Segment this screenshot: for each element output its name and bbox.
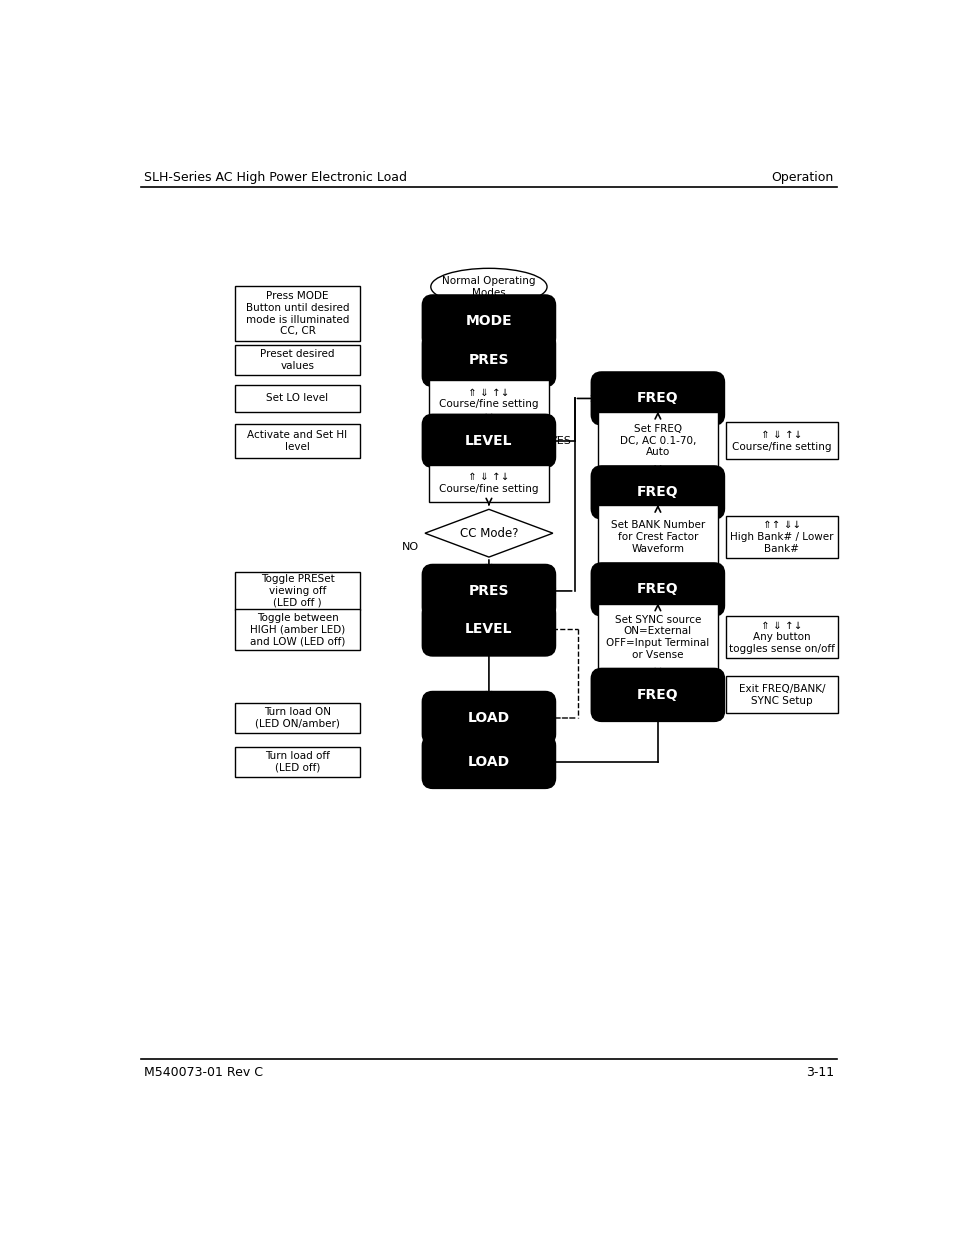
Text: Set FREQ
DC, AC 0.1-70,
Auto: Set FREQ DC, AC 0.1-70, Auto — [619, 424, 696, 457]
Text: FREQ: FREQ — [637, 688, 678, 701]
Ellipse shape — [431, 268, 546, 305]
FancyBboxPatch shape — [429, 380, 548, 417]
Text: 3-11: 3-11 — [805, 1066, 833, 1078]
Text: PRES: PRES — [468, 353, 509, 367]
Text: ⇑ ⇓ ↑↓
Course/fine setting: ⇑ ⇓ ↑↓ Course/fine setting — [731, 430, 831, 452]
Text: FREQ: FREQ — [637, 391, 678, 405]
FancyBboxPatch shape — [422, 415, 555, 467]
Text: ⇑ ⇓ ↑↓
Course/fine setting: ⇑ ⇓ ↑↓ Course/fine setting — [438, 472, 538, 494]
FancyBboxPatch shape — [591, 668, 723, 721]
FancyBboxPatch shape — [422, 333, 555, 387]
Text: LOAD: LOAD — [467, 755, 510, 769]
FancyBboxPatch shape — [422, 692, 555, 745]
Text: ⇑ ⇓ ↑↓
Any button
toggles sense on/off: ⇑ ⇓ ↑↓ Any button toggles sense on/off — [728, 620, 834, 653]
Text: Press MODE
Button until desired
mode is illuminated
CC, CR: Press MODE Button until desired mode is … — [246, 291, 349, 336]
Text: Preset desired
values: Preset desired values — [260, 350, 335, 370]
FancyBboxPatch shape — [591, 563, 723, 615]
Text: Set LO level: Set LO level — [266, 394, 328, 404]
Text: ⇑↑ ⇓↓
High Bank# / Lower
Bank#: ⇑↑ ⇓↓ High Bank# / Lower Bank# — [729, 520, 833, 553]
FancyBboxPatch shape — [234, 609, 360, 651]
FancyBboxPatch shape — [234, 424, 360, 458]
Text: Set SYNC source
ON=External
OFF=Input Terminal
or Vsense: Set SYNC source ON=External OFF=Input Te… — [605, 615, 709, 659]
FancyBboxPatch shape — [234, 703, 360, 734]
Text: Turn load off
(LED off): Turn load off (LED off) — [265, 751, 330, 773]
Text: YES: YES — [551, 436, 572, 446]
Text: Turn load ON
(LED ON/amber): Turn load ON (LED ON/amber) — [254, 708, 339, 729]
FancyBboxPatch shape — [725, 516, 837, 558]
Text: FREQ: FREQ — [637, 583, 678, 597]
FancyBboxPatch shape — [234, 346, 360, 374]
FancyBboxPatch shape — [422, 603, 555, 656]
FancyBboxPatch shape — [422, 736, 555, 788]
FancyBboxPatch shape — [234, 287, 360, 341]
Text: ⇑ ⇓ ↑↓
Course/fine setting: ⇑ ⇓ ↑↓ Course/fine setting — [438, 388, 538, 409]
FancyBboxPatch shape — [598, 412, 718, 469]
Text: M540073-01 Rev C: M540073-01 Rev C — [144, 1066, 263, 1078]
FancyBboxPatch shape — [591, 372, 723, 425]
Polygon shape — [424, 509, 553, 557]
Text: SLH-Series AC High Power Electronic Load: SLH-Series AC High Power Electronic Load — [144, 170, 407, 184]
FancyBboxPatch shape — [422, 564, 555, 618]
Text: LOAD: LOAD — [467, 711, 510, 725]
Text: Exit FREQ/BANK/
SYNC Setup: Exit FREQ/BANK/ SYNC Setup — [738, 684, 824, 705]
FancyBboxPatch shape — [234, 384, 360, 412]
Text: Operation: Operation — [771, 170, 833, 184]
FancyBboxPatch shape — [725, 677, 837, 714]
FancyBboxPatch shape — [591, 466, 723, 519]
FancyBboxPatch shape — [234, 572, 360, 610]
FancyBboxPatch shape — [234, 747, 360, 777]
Text: Normal Operating
Modes: Normal Operating Modes — [441, 275, 536, 298]
Text: Set BANK Number
for Crest Factor
Waveform: Set BANK Number for Crest Factor Wavefor… — [610, 520, 704, 553]
FancyBboxPatch shape — [429, 464, 548, 501]
FancyBboxPatch shape — [725, 616, 837, 658]
FancyBboxPatch shape — [422, 295, 555, 347]
Text: NO: NO — [401, 542, 418, 552]
Text: MODE: MODE — [465, 315, 512, 329]
Text: LEVEL: LEVEL — [465, 622, 512, 636]
Text: FREQ: FREQ — [637, 485, 678, 499]
Text: Toggle between
HIGH (amber LED)
and LOW (LED off): Toggle between HIGH (amber LED) and LOW … — [250, 613, 345, 646]
FancyBboxPatch shape — [598, 604, 718, 669]
Text: Toggle PRESet
viewing off
(LED off ): Toggle PRESet viewing off (LED off ) — [260, 574, 334, 608]
Text: Activate and Set HI
level: Activate and Set HI level — [247, 430, 347, 452]
FancyBboxPatch shape — [725, 422, 837, 459]
Text: CC Mode?: CC Mode? — [459, 526, 517, 540]
FancyBboxPatch shape — [598, 505, 718, 568]
Text: LEVEL: LEVEL — [465, 433, 512, 448]
Text: PRES: PRES — [468, 584, 509, 598]
